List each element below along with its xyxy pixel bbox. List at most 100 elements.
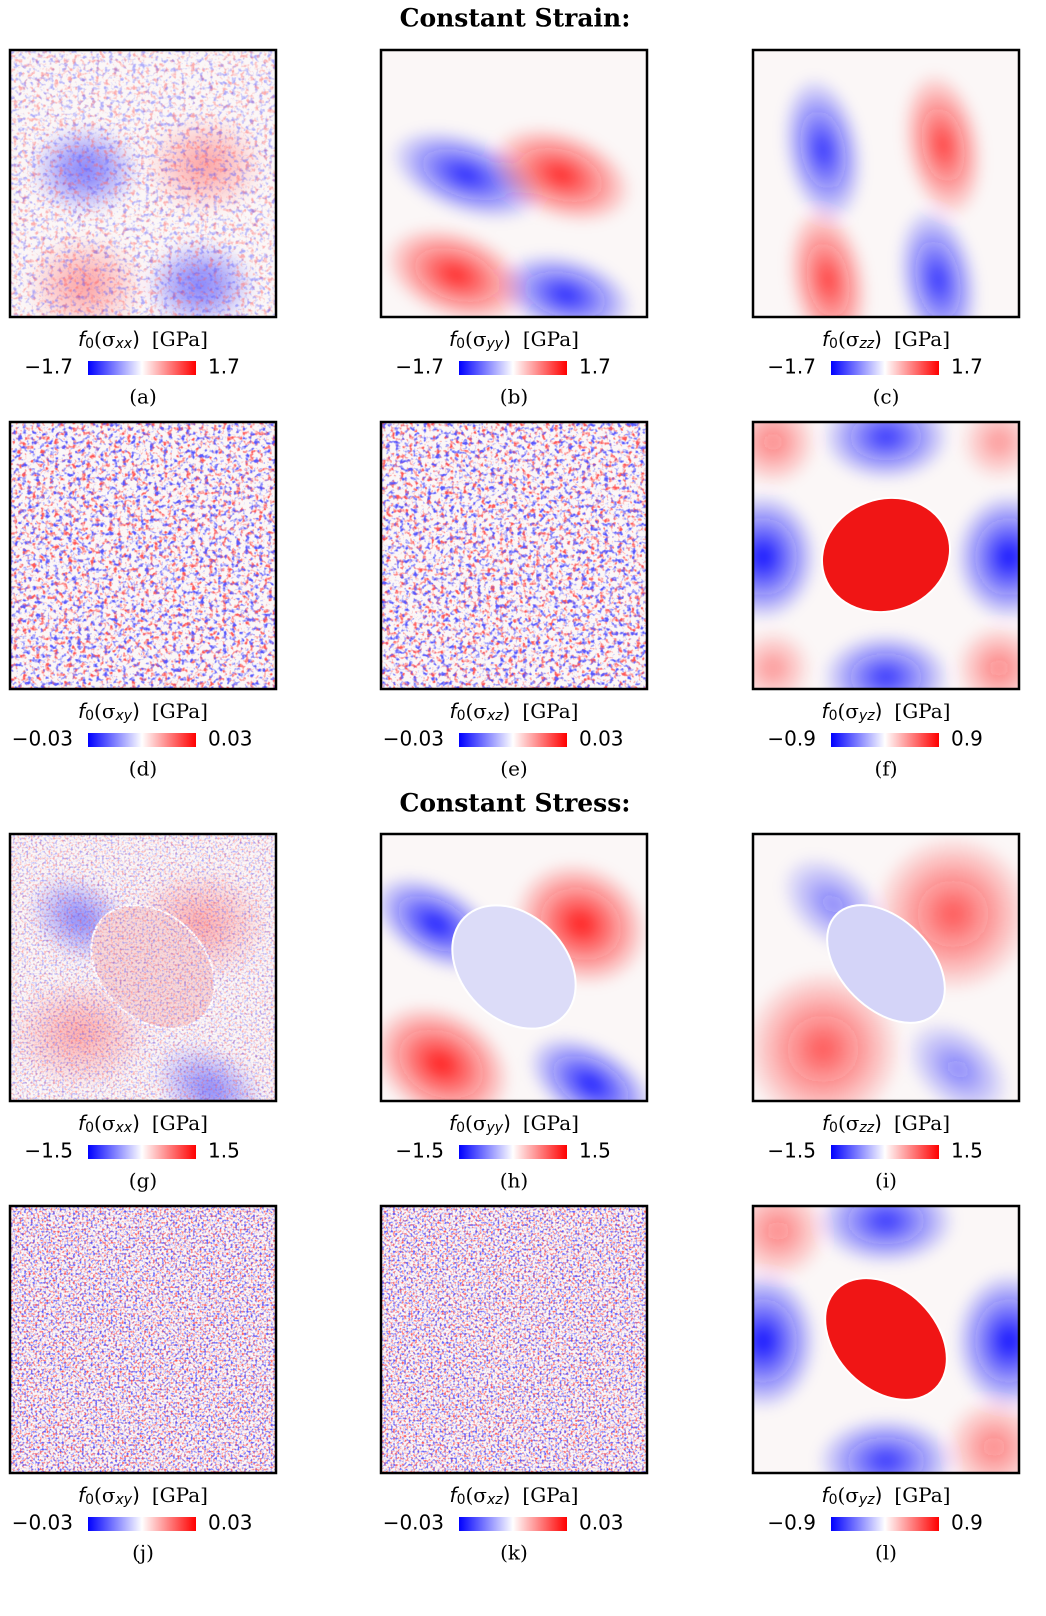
field-blob (954, 492, 1019, 622)
label-part: [GPa] (522, 699, 578, 723)
label-part: [GPa] (894, 1111, 950, 1135)
panel-tag: (k) (500, 1541, 528, 1565)
colorbar-label: f0(σyz) [GPa] (822, 699, 951, 725)
colorbar-max: 0.03 (579, 1511, 624, 1535)
heatmap (753, 834, 1019, 1101)
field-blob (816, 1416, 956, 1473)
colorbar-label: f0(σyy) [GPa] (449, 1111, 579, 1137)
label-part: [GPa] (523, 1111, 579, 1135)
field-blob (753, 1206, 828, 1281)
label-part: f (822, 1111, 832, 1135)
label-part: 0 (456, 336, 465, 352)
label-part: f (78, 1483, 88, 1507)
label-part: (σ (94, 699, 116, 723)
panel-frame (379, 832, 649, 1103)
field-blob (954, 1271, 1019, 1411)
label-part: xx (114, 336, 132, 352)
colorbar-min: −0.03 (383, 727, 444, 751)
field-blob (383, 225, 529, 317)
label-part: [GPa] (522, 1483, 578, 1507)
field-blob (753, 1271, 818, 1411)
colorbar-max: 0.03 (208, 1511, 253, 1535)
label-part: f (450, 699, 460, 723)
colorbar (831, 733, 939, 747)
label-part: 0 (85, 708, 94, 724)
label-part: 0 (85, 1492, 94, 1508)
colorbar-min: −1.7 (395, 355, 444, 379)
colorbar-max: 1.7 (208, 355, 240, 379)
label-part: ) (132, 1483, 140, 1507)
label-part: [GPa] (152, 1111, 208, 1135)
panel-tag: (b) (500, 385, 528, 409)
colorbar-max: 1.5 (579, 1139, 611, 1163)
label-part: f (78, 327, 88, 351)
colorbar (831, 361, 939, 375)
label-part: 0 (829, 336, 838, 352)
heatmap (381, 1206, 647, 1473)
noise-blue (381, 422, 647, 689)
colorbar-label: f0(σxy) [GPa] (78, 1483, 208, 1509)
label-part: ) (875, 699, 883, 723)
label-part: (σ (838, 1111, 860, 1135)
colorbar-label: f0(σxx) [GPa] (78, 327, 208, 353)
label-part: (σ (94, 327, 116, 351)
label-part: (σ (838, 327, 860, 351)
colorbar (831, 1517, 939, 1531)
noise-blue (10, 422, 276, 689)
colorbar-label: f0(σxz) [GPa] (450, 699, 579, 725)
label-part: f (78, 1111, 88, 1135)
colorbar-label: f0(σxx) [GPa] (78, 1111, 208, 1137)
panel-frame (8, 1204, 278, 1475)
colorbar-min: −0.9 (767, 1511, 816, 1535)
heatmap (381, 50, 647, 317)
label-part: 0 (829, 1120, 838, 1136)
colorbar-min: −1.5 (767, 1139, 816, 1163)
colorbar-max: 0.9 (951, 727, 983, 751)
field-blob (821, 632, 951, 689)
label-part: (σ (465, 327, 487, 351)
label-part: yy (485, 1120, 503, 1136)
field-blob (816, 1206, 956, 1266)
colorbar-max: 1.7 (951, 355, 983, 379)
colorbar-max: 0.03 (208, 727, 253, 751)
colorbar-min: −0.03 (12, 1511, 73, 1535)
colorbar-max: 1.5 (951, 1139, 983, 1163)
label-part: [GPa] (152, 1483, 208, 1507)
colorbar (459, 361, 567, 375)
colorbar (459, 1517, 567, 1531)
colorbar-max: 1.5 (208, 1139, 240, 1163)
label-part: xx (114, 1120, 132, 1136)
field-blob (954, 623, 1019, 689)
label-part: ) (875, 1483, 883, 1507)
label-part: xz (486, 1492, 503, 1508)
label-part: [GPa] (152, 327, 208, 351)
colorbar-label: f0(σzz) [GPa] (822, 1111, 950, 1137)
inclusion (824, 1277, 948, 1401)
heatmap (381, 422, 647, 689)
colorbar-min: −0.9 (767, 727, 816, 751)
label-part: (σ (94, 1483, 116, 1507)
colorbar-label: f0(σxy) [GPa] (78, 699, 208, 725)
panel-frame (751, 832, 1021, 1103)
colorbar-label: f0(σzz) [GPa] (822, 327, 950, 353)
noise-blue (10, 834, 276, 1101)
colorbar-max: 0.03 (579, 727, 624, 751)
label-part: f (450, 1483, 460, 1507)
label-part: yz (858, 708, 875, 724)
heatmap (10, 422, 276, 689)
colorbar-label: f0(σxz) [GPa] (450, 1483, 579, 1509)
colorbar-min: −0.03 (12, 727, 73, 751)
label-part: [GPa] (523, 327, 579, 351)
label-part: f (449, 1111, 459, 1135)
panel-tag: (c) (873, 385, 900, 409)
panel-frame (751, 1204, 1021, 1475)
heatmap (10, 1206, 276, 1473)
colorbar (459, 1145, 567, 1159)
field-blob (753, 492, 818, 622)
field-blob (959, 422, 1019, 482)
field-blobs (753, 834, 1019, 1101)
panel-tag: (d) (129, 757, 157, 781)
label-part: zz (858, 336, 874, 352)
heatmap (753, 422, 1019, 689)
heatmap (753, 50, 1019, 317)
